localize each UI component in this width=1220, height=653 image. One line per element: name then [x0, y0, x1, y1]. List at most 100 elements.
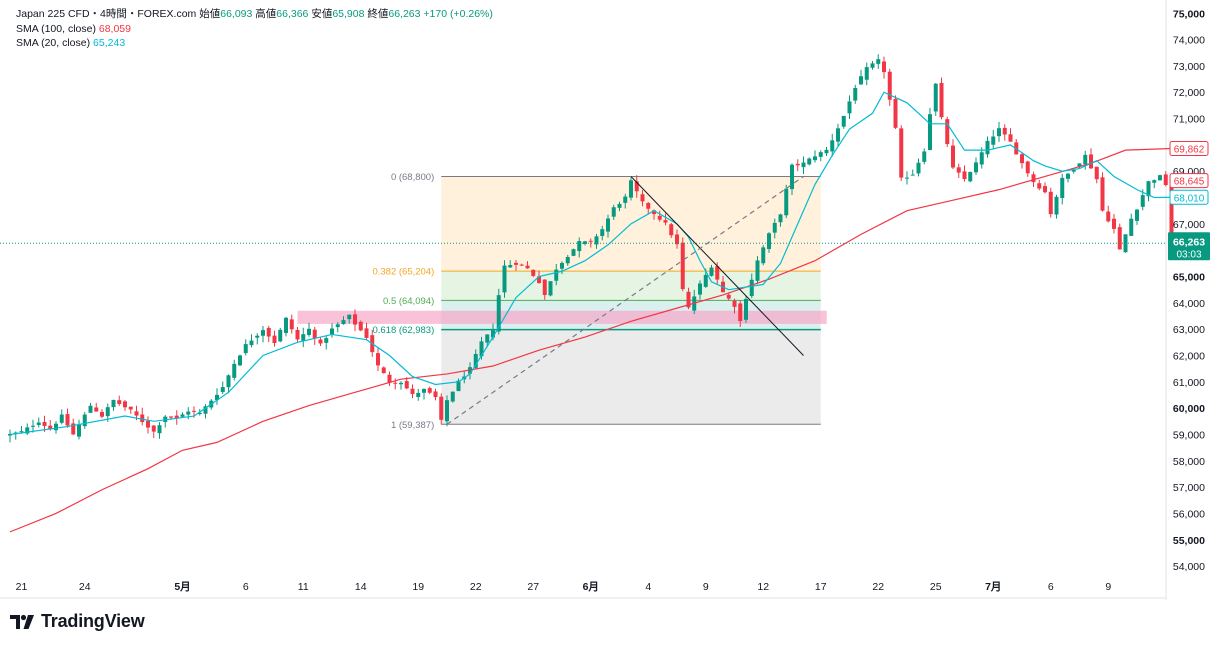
trend-line — [630, 176, 804, 356]
x-tick-label: 5月 — [174, 581, 190, 593]
candle-body — [1106, 211, 1111, 222]
candle-body — [1071, 170, 1076, 172]
candle-body — [824, 149, 829, 154]
candle-body — [629, 180, 633, 198]
candle-body — [715, 266, 720, 280]
y-tick-label: 61,000 — [1173, 377, 1205, 389]
candle-body — [19, 431, 24, 433]
candle-body — [427, 388, 432, 393]
sma100-legend[interactable]: SMA (100, close) 68,059 — [16, 22, 493, 37]
candle-body — [1169, 183, 1174, 244]
candle-body — [818, 152, 823, 157]
candle-body — [519, 264, 524, 266]
candle-body — [859, 76, 863, 85]
candle-body — [307, 328, 311, 335]
symbol-label[interactable]: Japan 225 CFD・4時間・FOREX.com — [16, 8, 197, 20]
y-tick-label: 63,000 — [1173, 324, 1205, 336]
candle-body — [876, 59, 881, 64]
open-value: 66,093 — [220, 8, 253, 20]
y-tick-label: 55,000 — [1173, 535, 1205, 547]
candle-body — [36, 422, 41, 425]
candle-body — [491, 330, 495, 338]
y-tick-label: 60,000 — [1173, 403, 1205, 415]
candle-body — [870, 63, 875, 68]
candle-body — [243, 344, 248, 354]
candle-body — [473, 353, 478, 368]
candle-body — [502, 265, 507, 293]
candle-body — [186, 411, 191, 415]
candle-body — [928, 114, 932, 150]
fib-trend-dashed-line — [446, 175, 804, 425]
y-tick-label: 67,000 — [1173, 219, 1205, 231]
tradingview-logo-icon — [10, 614, 34, 629]
candle-body — [358, 321, 363, 331]
candle-body — [82, 414, 87, 427]
high-value: 66,366 — [276, 8, 309, 20]
candle-body — [531, 269, 536, 276]
candle-body — [272, 335, 277, 344]
x-tick-label: 7月 — [985, 581, 1001, 593]
candle-body — [680, 242, 685, 290]
candle-body — [1020, 154, 1024, 164]
candle-body — [744, 298, 748, 320]
candle-body — [146, 420, 150, 428]
candle-body — [565, 256, 570, 264]
candle-body — [916, 162, 921, 174]
y-tick-label: 73,000 — [1173, 61, 1205, 73]
candle-body — [1112, 218, 1116, 229]
candle-body — [893, 98, 898, 128]
candle-body — [1060, 177, 1065, 198]
candle-body — [1100, 177, 1105, 211]
candle-body — [77, 424, 81, 437]
candle-body — [456, 380, 461, 392]
candle-body — [94, 407, 99, 412]
candle-body — [761, 247, 766, 264]
y-tick-label: 58,000 — [1173, 456, 1205, 468]
sma20-value: 65,243 — [93, 37, 126, 49]
candle-body — [151, 425, 156, 432]
candle-body — [496, 295, 501, 332]
candle-body — [979, 152, 984, 165]
price-badge — [1169, 189, 1209, 205]
candle-body — [381, 367, 386, 374]
candle-body — [951, 145, 955, 168]
y-tick-label: 74,000 — [1173, 35, 1205, 47]
candle-body — [571, 249, 576, 256]
x-tick-label: 9 — [1105, 581, 1111, 593]
candle-body — [606, 218, 610, 232]
candle-body — [169, 416, 173, 418]
candle-body — [220, 387, 225, 392]
candle-body — [140, 414, 145, 422]
x-tick-label: 9 — [703, 581, 709, 593]
candle-body — [548, 281, 553, 296]
candle-body — [749, 279, 754, 297]
candle-body — [399, 382, 403, 385]
x-tick-label: 6 — [1048, 581, 1054, 593]
price-badge — [1169, 141, 1209, 157]
last-price-badge — [1168, 232, 1210, 261]
candle-body — [887, 71, 892, 100]
sma20-legend[interactable]: SMA (20, close) 65,243 — [16, 36, 493, 51]
x-tick-label: 12 — [757, 581, 769, 593]
fib-zone — [441, 329, 821, 425]
y-tick-label: 59,000 — [1173, 429, 1205, 441]
y-tick-label: 57,000 — [1173, 482, 1205, 494]
candle-body — [905, 177, 909, 179]
x-tick-label: 24 — [79, 581, 91, 593]
candle-body — [652, 210, 656, 215]
candle-body — [882, 61, 886, 73]
fib-level-label: 0 (68,800) — [391, 172, 434, 183]
candle-body — [238, 355, 242, 366]
candle-body — [410, 388, 415, 395]
candle-body — [59, 414, 64, 423]
candle-body — [48, 425, 53, 430]
candle-body — [853, 88, 858, 101]
candle-body — [364, 328, 369, 338]
candle-body — [830, 140, 835, 152]
tradingview-logo[interactable]: TradingView — [10, 611, 145, 632]
fib-level-label: 1 (59,387) — [391, 420, 434, 431]
x-tick-label: 27 — [527, 581, 539, 593]
candle-body — [439, 396, 444, 420]
